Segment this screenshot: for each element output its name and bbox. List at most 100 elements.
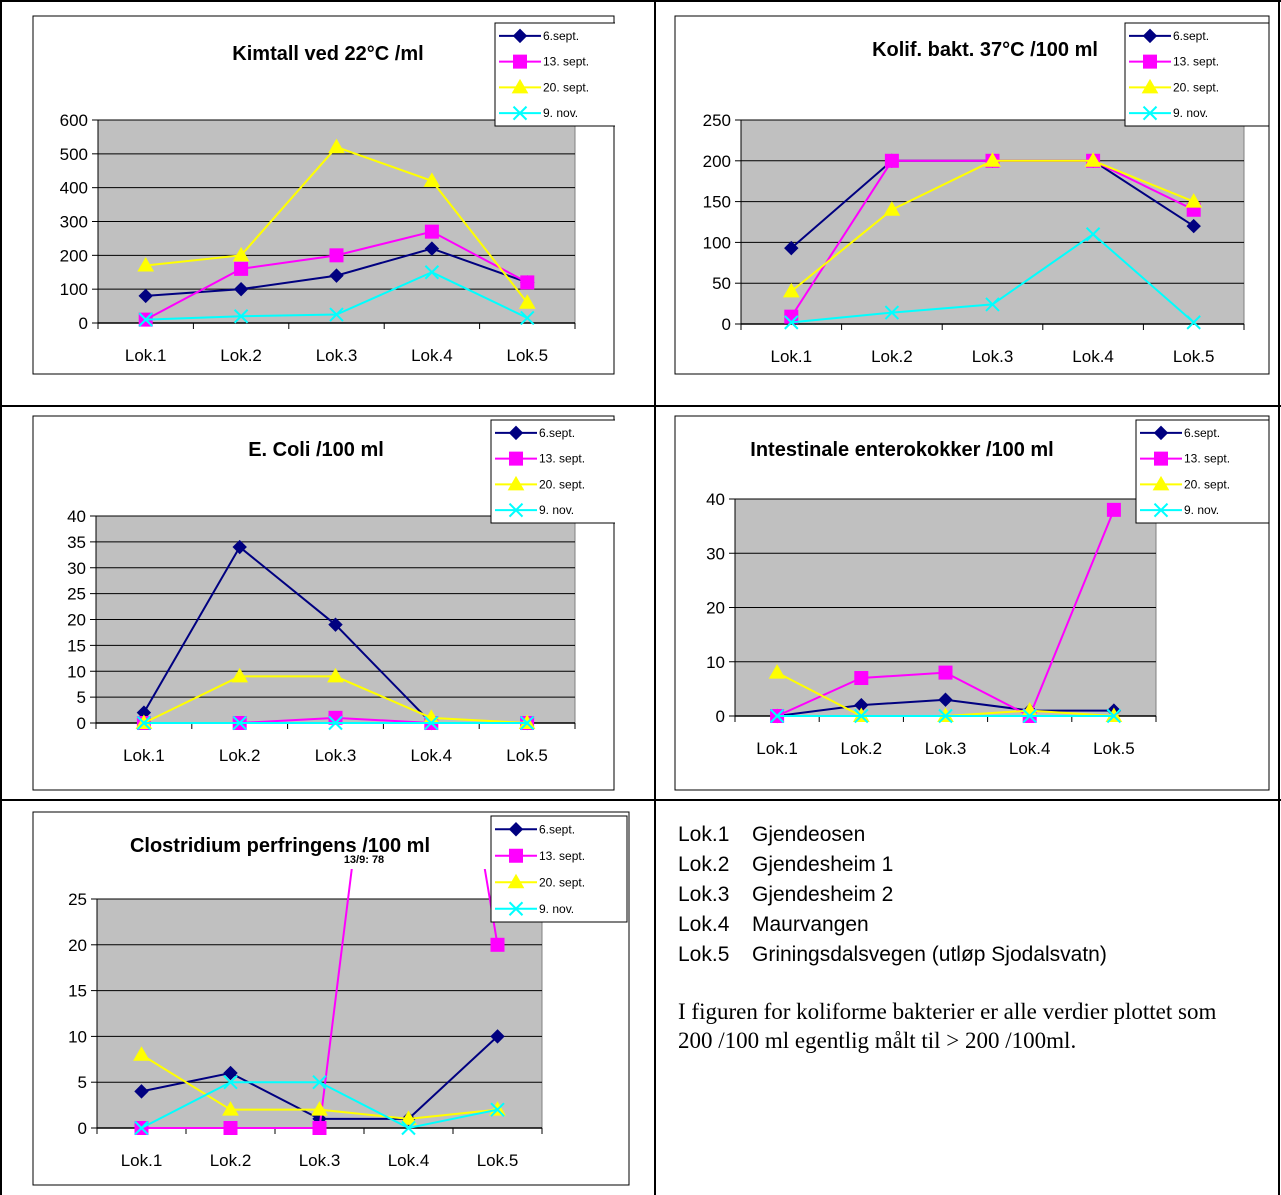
legend-item: 6.sept. <box>495 425 575 441</box>
legend-marker <box>513 54 527 69</box>
legend-label: 9. nov. <box>539 503 574 517</box>
location-name: Gjendesheim 2 <box>752 883 894 906</box>
data-point <box>223 1065 238 1081</box>
chart-title: Clostridium perfringens /100 ml <box>130 835 430 857</box>
legend-marker <box>508 502 524 518</box>
x-tick-label: Lok.2 <box>219 746 261 765</box>
location-code: Lok.2 <box>678 853 730 876</box>
series-group <box>136 715 535 731</box>
y-tick-label: 100 <box>60 280 88 299</box>
data-point <box>490 1029 505 1044</box>
y-tick-label: 100 <box>703 233 731 252</box>
legend-label: 6.sept. <box>1173 29 1209 43</box>
chart-annotation: 13/9: 78 <box>344 854 384 866</box>
data-point <box>400 1110 417 1125</box>
data-point <box>1106 708 1122 724</box>
chart-title: Kolif. bakt. 37°C /100 ml <box>872 39 1098 61</box>
y-tick-label: 40 <box>67 507 86 526</box>
x-tick-label: Lok.2 <box>220 346 262 365</box>
y-tick-label: 20 <box>706 599 725 618</box>
chart-kimtall: 0 100 200 300 400 500 600 Lok.1 Lok.2 Lok.3 Lok.4 L… <box>32 15 615 375</box>
data-point <box>784 315 799 330</box>
data-point <box>1085 227 1101 242</box>
series-group <box>137 138 536 309</box>
data-point <box>854 708 869 724</box>
plot-area <box>96 898 543 1129</box>
data-point <box>938 692 953 707</box>
data-point <box>311 1101 328 1116</box>
y-tick-label: 5 <box>78 1073 87 1092</box>
data-point <box>329 268 344 283</box>
location-name: Gjendeosen <box>752 823 866 846</box>
legend-label: 13. sept. <box>1184 452 1230 466</box>
legend-item: 9. nov. <box>1129 105 1208 121</box>
legend-item: 6.sept. <box>1140 425 1220 441</box>
legend-item: 13. sept. <box>495 848 585 863</box>
location-row: Lok.5 Griningsdalsvegen (utløp Sjodalsvat… <box>678 940 1268 970</box>
x-tick-label: Lok.2 <box>841 739 883 758</box>
data-point <box>328 715 343 731</box>
y-tick-label: 30 <box>67 559 86 578</box>
location-list: Lok.1 Gjendeosen Lok.2 Gjendesheim 1 Lok.3… <box>678 820 1268 970</box>
x-tick-label: Lok.4 <box>411 346 453 365</box>
plot-area <box>740 119 1245 325</box>
legend-marker <box>512 28 528 44</box>
legend-marker <box>509 451 523 466</box>
legend-item: 9. nov. <box>499 105 578 121</box>
legend-marker <box>1142 28 1158 44</box>
legend-label: 13. sept. <box>539 849 585 863</box>
data-point <box>1084 152 1102 167</box>
x-tick-label: Lok.3 <box>925 739 967 758</box>
legend-label: 6.sept. <box>1184 426 1220 440</box>
data-point <box>490 1102 505 1117</box>
y-tick-label: 0 <box>77 714 86 733</box>
legend-label: 20. sept. <box>539 477 585 491</box>
data-point <box>784 240 799 256</box>
data-point <box>223 1074 238 1090</box>
y-tick-label: 15 <box>68 982 87 1001</box>
legend-marker <box>507 873 525 889</box>
legend-marker <box>507 475 525 491</box>
legend-item: 20. sept. <box>499 78 589 94</box>
legend-item: 13. sept. <box>1140 451 1230 466</box>
location-code: Lok.5 <box>678 943 730 966</box>
legend-marker <box>1153 502 1169 518</box>
legend-item: 20. sept. <box>495 873 585 889</box>
data-point <box>424 715 439 731</box>
x-tick-label: Lok.1 <box>756 739 798 758</box>
location-name: Maurvangen <box>752 913 869 936</box>
legend-marker <box>1143 54 1157 69</box>
data-point <box>938 665 953 680</box>
data-point <box>329 248 344 263</box>
data-point <box>423 172 441 187</box>
location-code: Lok.3 <box>678 883 730 906</box>
data-point <box>138 288 153 304</box>
data-point <box>134 1084 149 1099</box>
data-point <box>222 1101 239 1116</box>
y-tick-label: 500 <box>60 145 88 164</box>
location-name: Gjendesheim 1 <box>752 853 894 876</box>
legend-label: 9. nov. <box>539 902 574 916</box>
legend-item: 13. sept. <box>1129 54 1219 69</box>
data-point <box>312 1074 327 1090</box>
data-point <box>490 937 505 952</box>
legend-label: 6.sept. <box>539 426 575 440</box>
series-group <box>769 708 1122 724</box>
location-name: Griningsdalsvegen (utløp Sjodalsvatn) <box>752 943 1107 966</box>
location-row: Lok.1 Gjendeosen <box>678 820 1268 850</box>
y-tick-label: 10 <box>706 653 725 672</box>
legend-marker <box>511 78 529 94</box>
data-point <box>233 309 249 324</box>
data-point <box>328 617 343 632</box>
y-tick-label: 15 <box>67 636 86 655</box>
data-point <box>1186 315 1201 330</box>
legend-marker <box>1154 451 1168 466</box>
location-row: Lok.4 Maurvangen <box>678 910 1268 940</box>
series-group <box>138 265 535 327</box>
notes-panel: Lok.1 Gjendeosen Lok.2 Gjendesheim 1 Lok.3… <box>678 820 1268 1055</box>
data-point <box>938 708 953 724</box>
y-tick-label: 25 <box>68 890 87 909</box>
chart-clostridium: 0 5 10 15 20 25 Lok.1 Lok.2 Lok.3 Lok.4 Lok.5 Clost… <box>32 811 630 1186</box>
y-tick-label: 40 <box>706 490 725 509</box>
legend-marker <box>512 105 528 121</box>
